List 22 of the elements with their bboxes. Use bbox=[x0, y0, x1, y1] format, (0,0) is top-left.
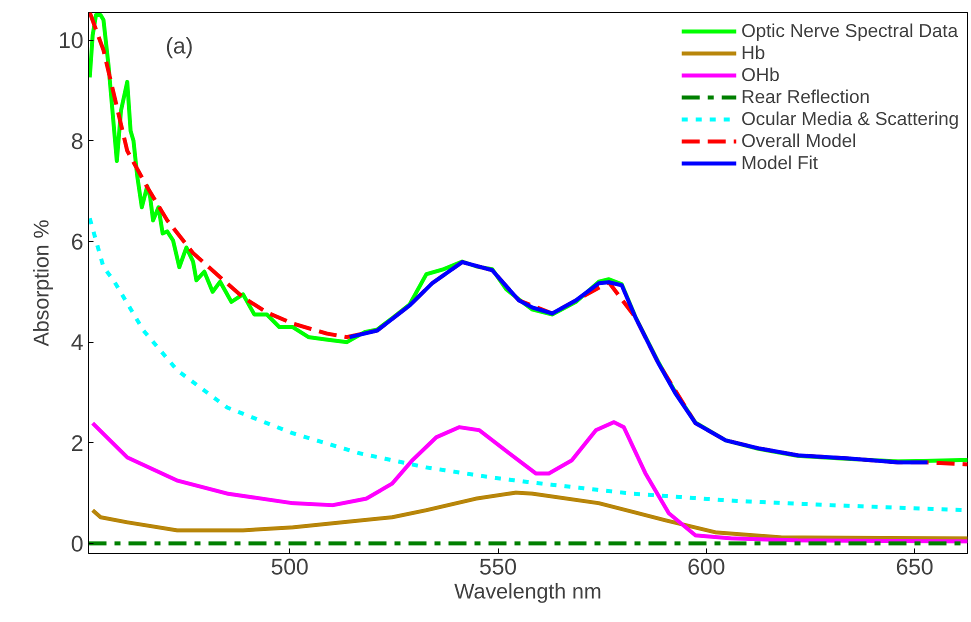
y-tick-label: 0 bbox=[70, 530, 84, 556]
y-axis-title: Absorption % bbox=[29, 220, 54, 346]
legend-label: OHb bbox=[741, 64, 780, 86]
y-tick-label: 8 bbox=[70, 128, 84, 154]
x-tick-label: 550 bbox=[479, 554, 517, 580]
legend-label: Hb bbox=[741, 42, 766, 64]
legend-label: Rear Reflection bbox=[741, 86, 870, 108]
x-tick-label: 600 bbox=[687, 554, 726, 580]
y-tick-label: 2 bbox=[70, 430, 84, 456]
legend-label: Overall Model bbox=[741, 130, 856, 152]
x-axis-title: Wavelength nm bbox=[454, 580, 602, 604]
x-tick-label: 650 bbox=[896, 554, 934, 580]
x-tick-label: 500 bbox=[270, 554, 309, 580]
line-series bbox=[90, 490, 968, 540]
annotation: (a) bbox=[166, 32, 194, 58]
y-tick-label: 6 bbox=[70, 228, 84, 254]
y-tick-label: 4 bbox=[70, 329, 84, 356]
legend-label: Optic Nerve Spectral Data bbox=[741, 20, 958, 42]
y-tick-label: 10 bbox=[58, 27, 84, 54]
line-series bbox=[90, 420, 968, 544]
legend-label: Ocular Media & Scattering bbox=[741, 108, 959, 130]
legend-label: Model Fit bbox=[741, 152, 818, 174]
